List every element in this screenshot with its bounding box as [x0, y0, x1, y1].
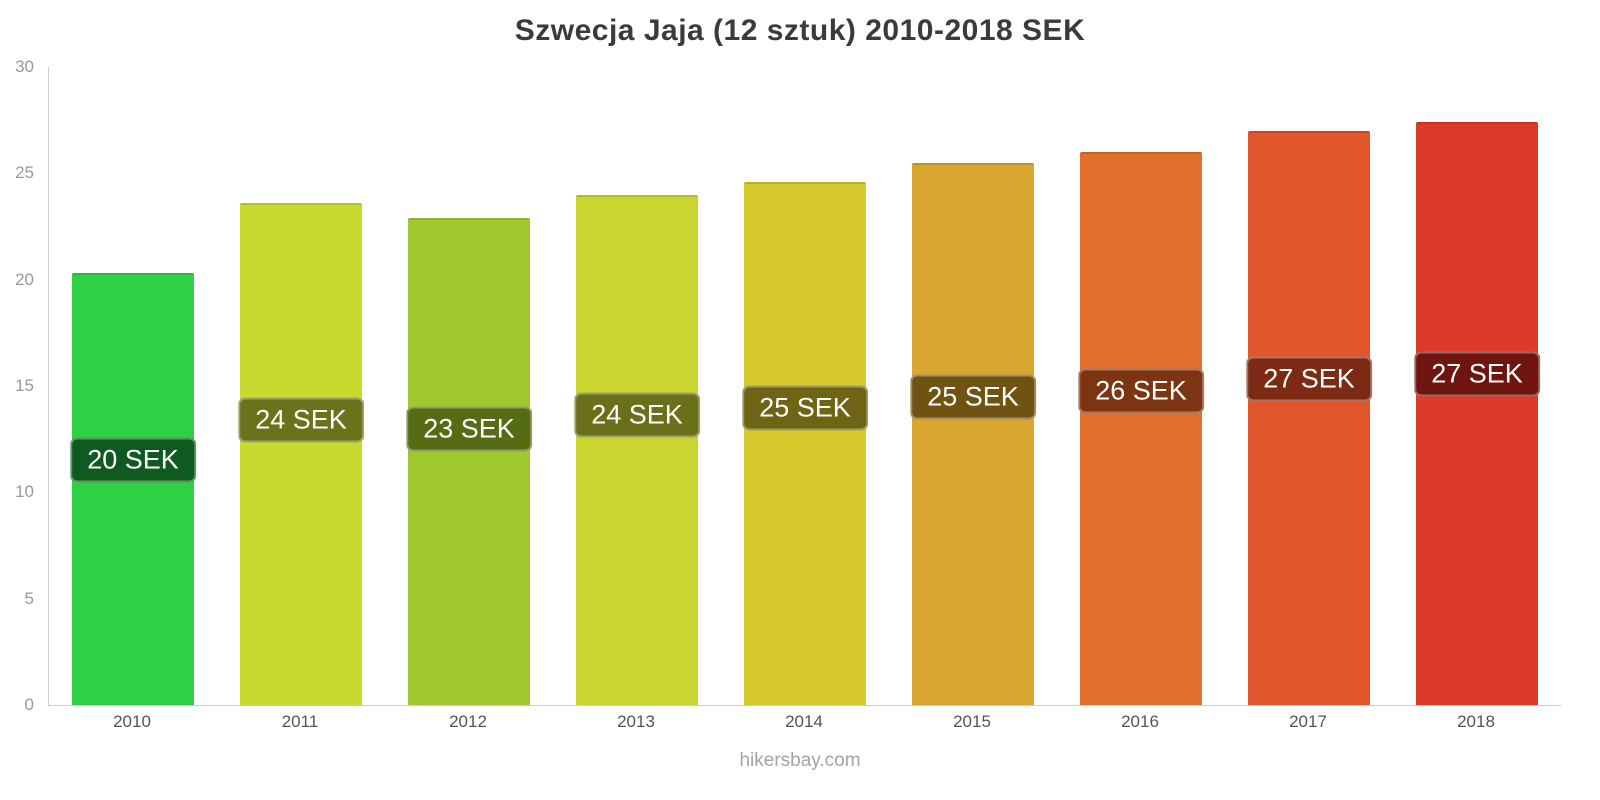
bar-2015: 25 SEK	[910, 162, 1036, 705]
bar-value-label-2014: 25 SEK	[742, 385, 868, 431]
y-tick-15: 15	[15, 376, 34, 395]
bar-2017: 27 SEK	[1246, 130, 1372, 705]
bar-2011: 24 SEK	[238, 203, 364, 705]
bar-2012: 23 SEK	[406, 218, 532, 705]
bar-2013: 24 SEK	[574, 194, 700, 705]
y-tick-30: 30	[15, 57, 34, 76]
x-tick-2018: 2018	[1457, 712, 1495, 731]
x-tick-2012: 2012	[449, 712, 487, 731]
bar-2014: 25 SEK	[742, 181, 868, 705]
x-axis: 2010 2011 2012 2013 2014 2015 2016 2017 2018	[48, 712, 1560, 736]
bar-2018: 27 SEK	[1414, 122, 1540, 705]
bar-value-label-2018: 27 SEK	[1414, 351, 1540, 397]
x-tick-2013: 2013	[617, 712, 655, 731]
chart-title: Szwecja Jaja (12 sztuk) 2010-2018 SEK	[514, 14, 1086, 47]
x-tick-2011: 2011	[281, 712, 319, 731]
bar-value-label-2010: 20 SEK	[70, 437, 196, 483]
y-tick-20: 20	[15, 269, 34, 289]
x-tick-2016: 2016	[1121, 712, 1159, 731]
bar-value-label-2017: 27 SEK	[1246, 356, 1372, 402]
x-tick-2010: 2010	[113, 712, 151, 731]
plot-area: 20 SEK 24 SEK 23 SEK 24 SEK 25 SEK 25 SEK 26 S…	[48, 67, 1561, 706]
y-tick-5: 5	[24, 588, 34, 608]
bar-2016: 26 SEK	[1078, 152, 1204, 705]
y-tick-10: 10	[15, 482, 34, 502]
bar-value-label-2015: 25 SEK	[910, 374, 1036, 420]
bar-2010: 20 SEK	[70, 273, 196, 705]
x-tick-2015: 2015	[953, 712, 991, 731]
bar-value-label-2012: 23 SEK	[406, 406, 532, 452]
watermark: hikersbay.com	[739, 750, 861, 771]
bar-value-label-2013: 24 SEK	[574, 392, 700, 438]
y-tick-25: 25	[15, 163, 34, 183]
y-tick-0: 0	[24, 695, 34, 714]
x-tick-2014: 2014	[785, 712, 823, 731]
x-tick-2017: 2017	[1289, 712, 1327, 731]
bar-value-label-2016: 26 SEK	[1078, 368, 1204, 414]
bar-value-label-2011: 24 SEK	[238, 397, 364, 443]
y-axis: 0 5 10 15 20 25 30	[0, 57, 40, 714]
